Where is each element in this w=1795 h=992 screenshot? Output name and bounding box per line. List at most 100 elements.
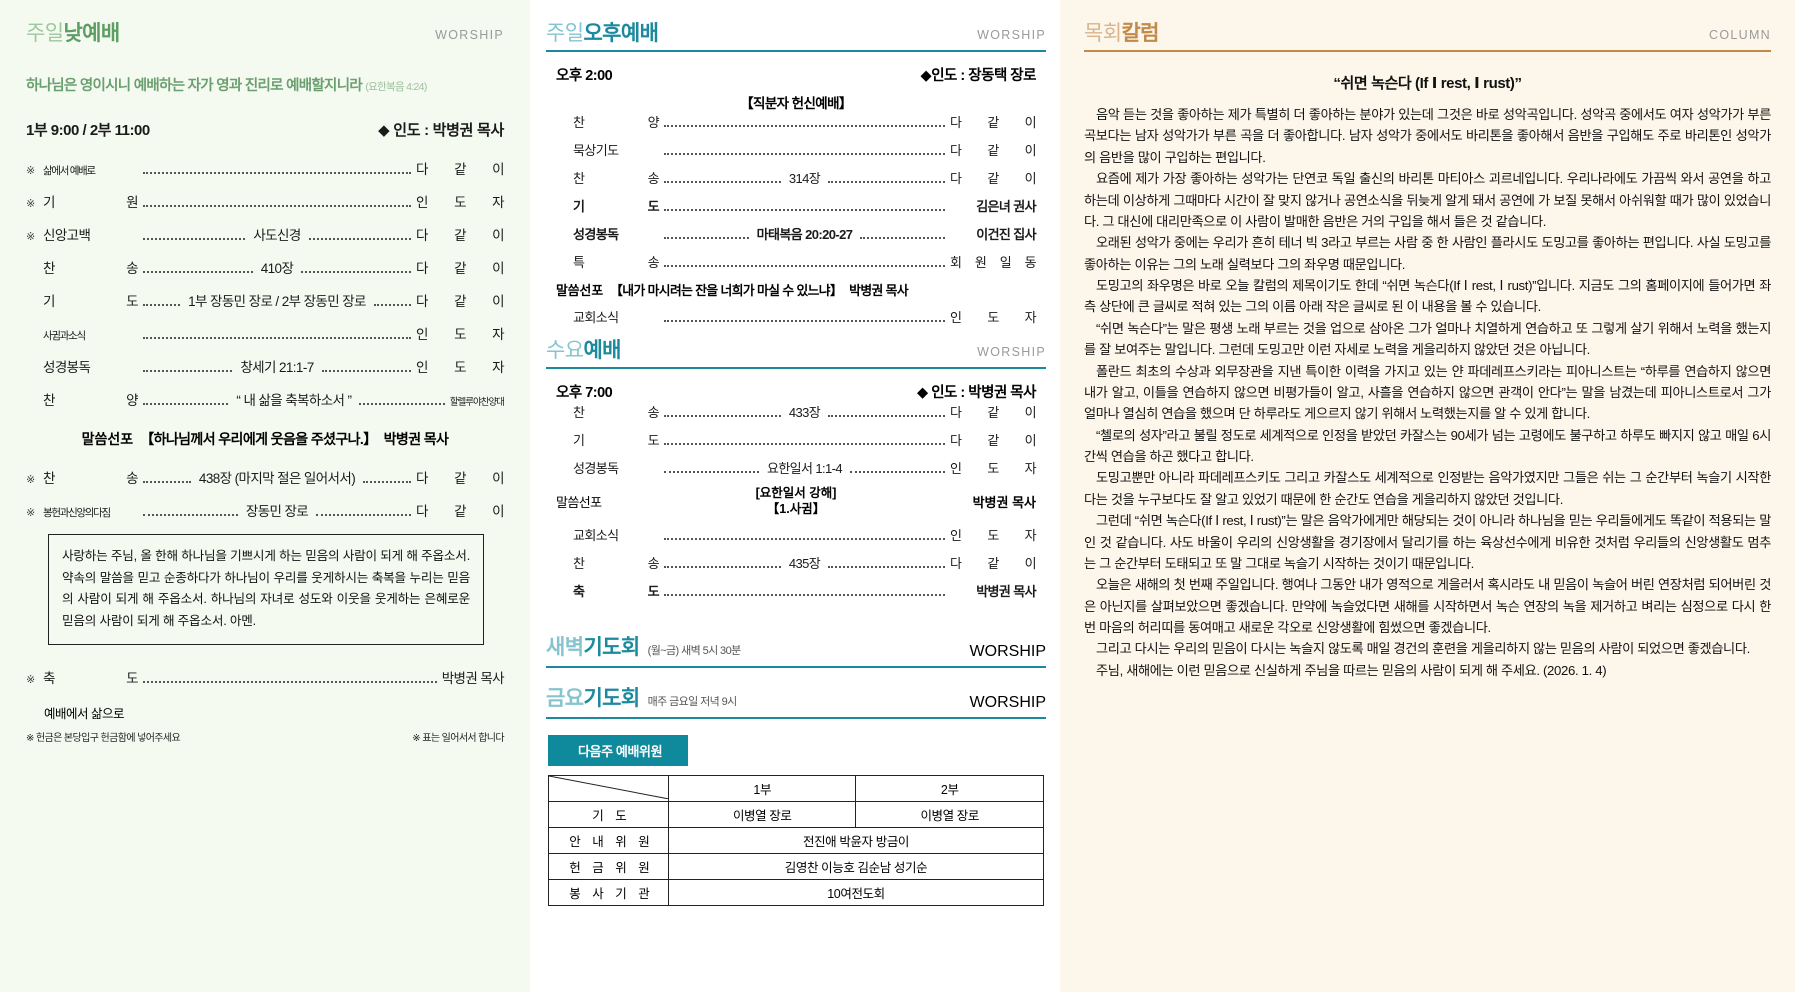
order-item-detail: 410장 [260, 261, 294, 277]
order-item-detail: 사도신경 [253, 228, 301, 244]
order-item-person: 박병권 목사 [976, 584, 1036, 600]
leader-dots [301, 271, 412, 274]
order-item-name: 사귐과소식 [43, 330, 86, 343]
column-paragraph: 도밍고뿐만 아니라 파데레프스키도 그리고 카잘스도 세계적으로 인정받는 음악… [1084, 470, 1771, 507]
wednesday-leader: ◆ 인도 : 박병권 목사 [917, 385, 1036, 402]
prayer-box: 사랑하는 주님, 올 한해 하나님을 기쁘시게 하는 믿음의 사람이 되게 해 … [48, 534, 484, 645]
column-paragraph: 음악 듣는 것을 좋아하는 제가 특별히 더 좋아하는 분야가 있는데 그것은 … [1084, 107, 1771, 165]
order-item-detail: 장동민 장로 [245, 504, 309, 520]
order-item-person: 박병권 목사 [441, 670, 505, 686]
wednesday-time-row: 오후 7:00 ◆ 인도 : 박병권 목사 [546, 381, 1046, 402]
column-pastoral-column: 목회칼럼 COLUMN “쉬면 녹슨다 (If Ⅰ rest, Ⅰ rust)”… [1060, 0, 1795, 992]
section-title-light: 목회 [1084, 22, 1122, 45]
order-row: 묵상기도 다 같 이 [556, 140, 1037, 159]
order-row: 축 도 박병권 목사 [556, 581, 1037, 600]
section-title-english: WORSHIP [977, 28, 1046, 43]
order-row: 찬 송 410장 다 같 이 [26, 257, 505, 277]
table-row-label: 기 도 [548, 801, 669, 829]
order-item-detail: 창세기 21:1-7 [240, 360, 314, 376]
friday-schedule-note: 매주 금요일 저녁 9시 [647, 696, 738, 709]
section-rule [546, 367, 1046, 370]
order-row: 교회소식 인 도 자 [556, 307, 1037, 326]
section-header-dawn-prayer: 새벽기도회 (월~금) 새벽 5시 30분 WORSHIP [546, 609, 1046, 661]
order-item-detail: 433장 [788, 405, 821, 421]
dawn-schedule-note: (월~금) 새벽 5시 30분 [647, 645, 742, 658]
order-item-name: 성경봉독 [573, 461, 619, 477]
column-paragraph: 오늘은 새해의 첫 번째 주일입니다. 행여나 그동안 내가 영적으로 게을러서… [1084, 577, 1771, 636]
table-cell: 전진애 박윤자 방금이 [668, 827, 1044, 855]
leader-dots [664, 125, 945, 128]
table-header-cell: 2부 [855, 775, 1044, 803]
leader-dots [850, 471, 945, 474]
leader-dots [664, 594, 945, 597]
section-title-english: WORSHIP [969, 643, 1046, 661]
section-rule [546, 666, 1046, 669]
afternoon-time: 오후 2:00 [556, 68, 613, 85]
leader-dots [143, 238, 246, 241]
sermon-preacher: 박병권 목사 [972, 495, 1036, 511]
order-row: 성경봉독 마태복음 20:20-27 이건진 집사 [556, 224, 1037, 243]
order-item-person: 이건진 집사 [976, 227, 1037, 243]
order-mark: ※ [26, 507, 35, 520]
leader-dots [664, 566, 781, 569]
order-row: 찬 양 “ 내 삶을 축복하소서 ” 할렐루야찬양대 [26, 389, 505, 409]
leader-dots [321, 370, 412, 373]
leader-dots [359, 403, 445, 406]
column-paragraph: 오래된 성악가 중에는 우리가 흔히 테너 빅 3라고 부르는 사람 중 한 사… [1084, 235, 1771, 272]
order-item-detail: 438장 (마지막 절은 일어서서) [198, 471, 356, 487]
section-title: 목회칼럼 [1084, 22, 1160, 45]
leader-dots [860, 237, 946, 240]
leader-dots [828, 415, 945, 418]
leader-dots [363, 481, 412, 484]
section-title-bold: 기도회 [583, 687, 640, 711]
leader-dots [143, 680, 437, 683]
table-row: 헌 금 위 원 김영찬 이능호 김순남 성기순 [548, 853, 1044, 881]
sermon-preacher: 박병권 목사 [383, 431, 449, 448]
section-header-wednesday: 수요예배 WORSHIP [546, 335, 1046, 362]
afternoon-subtitle: 【직분자 헌신예배】 [740, 96, 852, 112]
sermon-row: 말씀선포 【하나님께서 우리에게 웃음을 주셨구나.】 박병권 목사 [26, 429, 504, 449]
order-row: ※ 신앙고백 사도신경 다 같 이 [26, 224, 505, 244]
sermon-title-block: [요한일서 강해] 【1.사귐】 [642, 486, 950, 517]
leader-dots [664, 471, 759, 474]
leader-dots [143, 304, 181, 307]
table-row: 봉 사 기 관 10여전도회 [548, 879, 1044, 907]
verse-text: 하나님은 영이시니 예배하는 자가 영과 진리로 예배할지니라 [26, 78, 363, 95]
column-other-services: 주일오후예배 WORSHIP 오후 2:00 ◆인도 : 장동택 장로 【직분자… [530, 0, 1060, 992]
leader-dots [664, 181, 781, 184]
table-header-cell: 1부 [667, 775, 857, 803]
table-header-row: 1부 2부 [548, 775, 1044, 803]
section-title-light: 주일 [26, 22, 64, 45]
column-paragraph: 도밍고의 좌우명은 바로 오늘 칼럼의 제목이기도 한데 “쉬면 녹슨다(If … [1084, 278, 1771, 315]
order-row: 찬 송 435장 다 같 이 [556, 553, 1037, 572]
table-cell: 10여전도회 [668, 879, 1044, 907]
section-rule [546, 50, 1046, 53]
order-row: 교회소식 인 도 자 [556, 525, 1037, 544]
scripture-verse: 하나님은 영이시니 예배하는 자가 영과 진리로 예배할지니라 (요한복음 4:… [26, 74, 504, 95]
section-title: 금요기도회 [546, 682, 640, 712]
order-item-detail: 1부 장동민 장로 / 2부 장동민 장로 [188, 294, 366, 310]
section-header-sunday-afternoon: 주일오후예배 WORSHIP [546, 0, 1046, 45]
order-item-name: 성경봉독 [43, 360, 91, 376]
footnote-row: ※ 헌금은 본당입구 헌금함에 넣어주세요 ※ 표는 일어서서 합니다 [26, 729, 505, 744]
order-item-name: 교회소식 [573, 528, 619, 544]
section-title-light: 주일 [546, 22, 584, 45]
leader-dots [143, 172, 411, 175]
table-row-label: 봉 사 기 관 [548, 879, 669, 907]
section-title-bold: 기도회 [583, 636, 640, 660]
column-paragraph: 그리고 다시는 우리의 믿음이 다시는 녹슬지 않도록 매일 경건의 훈련을 게… [1096, 641, 1750, 657]
leader-dots [664, 153, 945, 156]
leader-dots [143, 514, 238, 517]
column-sunday-morning: 주일낮예배 WORSHIP 하나님은 영이시니 예배하는 자가 영과 진리로 예… [0, 0, 530, 992]
column-paragraph: “첼로의 성자”라고 불릴 정도로 세계적으로 인정을 받았던 카잘스는 90세… [1084, 427, 1771, 465]
sermon-label: 말씀선포 [556, 283, 604, 299]
leader-dots [143, 403, 229, 406]
